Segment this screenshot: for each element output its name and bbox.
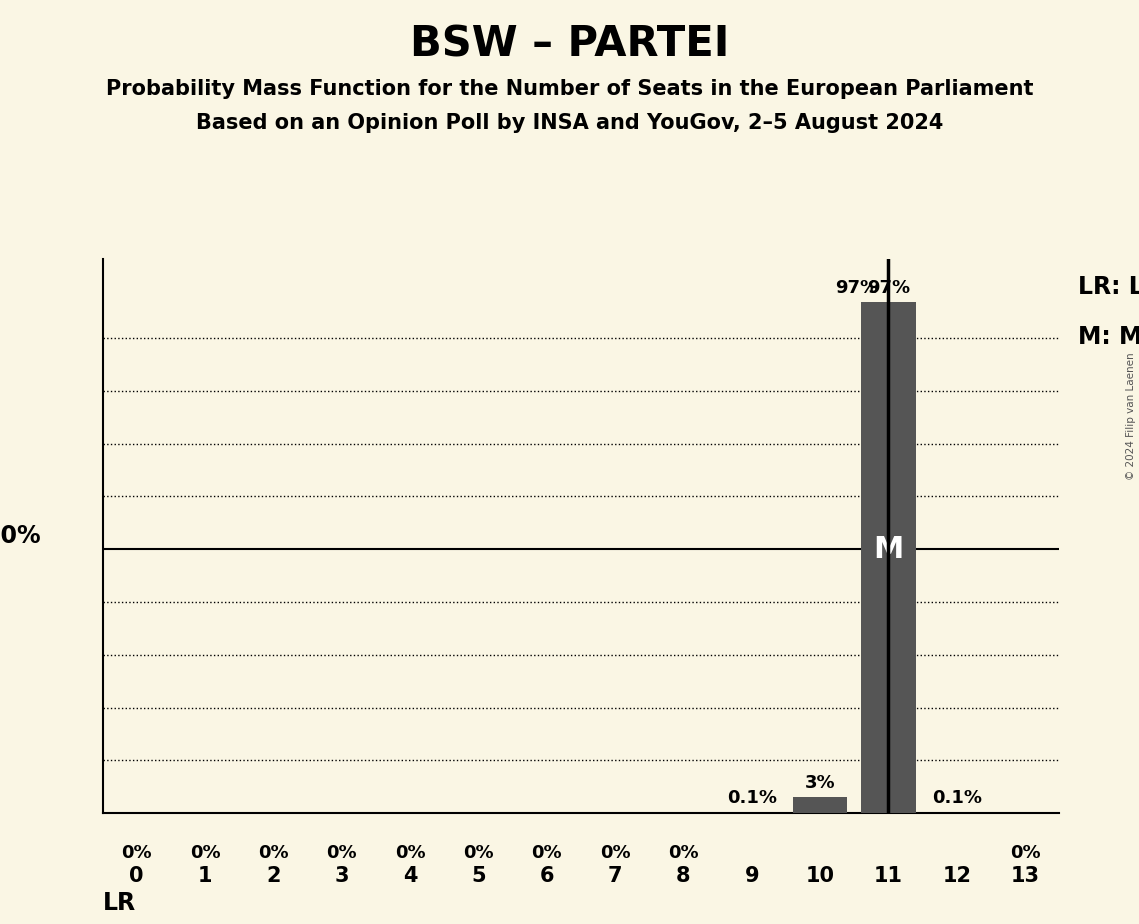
Text: BSW – PARTEI: BSW – PARTEI: [410, 23, 729, 65]
Text: 0.1%: 0.1%: [727, 789, 777, 808]
Text: 0%: 0%: [190, 844, 220, 861]
Text: 0%: 0%: [669, 844, 698, 861]
Text: 0%: 0%: [464, 844, 493, 861]
Text: 0%: 0%: [327, 844, 357, 861]
Text: LR: LR: [103, 891, 136, 915]
Text: LR: Last Result: LR: Last Result: [1079, 275, 1139, 299]
Text: 0%: 0%: [122, 844, 151, 861]
Text: 97%: 97%: [835, 279, 878, 297]
Text: Based on an Opinion Poll by INSA and YouGov, 2–5 August 2024: Based on an Opinion Poll by INSA and You…: [196, 113, 943, 133]
Text: 0%: 0%: [532, 844, 562, 861]
Text: 0%: 0%: [600, 844, 630, 861]
Text: 0.1%: 0.1%: [932, 789, 982, 808]
Text: M: M: [874, 535, 903, 564]
Text: M: Median: M: Median: [1079, 325, 1139, 349]
Text: 0%: 0%: [1010, 844, 1040, 861]
Text: 50%: 50%: [0, 524, 40, 548]
Text: 0%: 0%: [259, 844, 288, 861]
Text: 3%: 3%: [805, 774, 835, 792]
Text: 0%: 0%: [395, 844, 425, 861]
Bar: [793, 797, 847, 813]
Text: 97%: 97%: [867, 279, 910, 297]
Bar: [861, 302, 916, 813]
Text: Probability Mass Function for the Number of Seats in the European Parliament: Probability Mass Function for the Number…: [106, 79, 1033, 99]
Text: © 2024 Filip van Laenen: © 2024 Filip van Laenen: [1126, 352, 1136, 480]
